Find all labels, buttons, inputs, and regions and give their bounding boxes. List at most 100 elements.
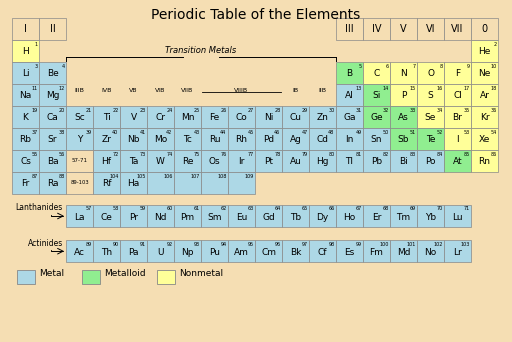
Text: Ce: Ce	[100, 212, 113, 222]
Bar	[444, 240, 471, 262]
Bar	[282, 150, 309, 172]
Text: IV: IV	[372, 24, 381, 34]
Text: 54: 54	[490, 130, 497, 134]
Bar	[39, 62, 66, 84]
Text: Pb: Pb	[371, 158, 382, 167]
Text: Bk: Bk	[290, 248, 301, 257]
Text: Cm: Cm	[261, 248, 276, 257]
Text: Os: Os	[209, 158, 220, 167]
Text: Na: Na	[19, 92, 32, 101]
Text: 28: 28	[274, 107, 281, 113]
Text: Ta: Ta	[129, 158, 138, 167]
Text: Ir: Ir	[238, 158, 245, 167]
Text: 89-103: 89-103	[70, 181, 89, 185]
Text: Si: Si	[372, 92, 381, 101]
Text: 52: 52	[436, 130, 442, 134]
Bar	[228, 150, 255, 172]
Text: 8: 8	[439, 64, 442, 68]
Text: 43: 43	[193, 130, 200, 134]
Text: 81: 81	[355, 152, 361, 157]
Text: K: K	[23, 114, 29, 122]
Bar	[120, 150, 147, 172]
Text: 39: 39	[86, 130, 92, 134]
Bar	[336, 84, 363, 106]
Text: 30: 30	[328, 107, 334, 113]
Text: He: He	[478, 48, 490, 56]
Bar	[363, 205, 390, 227]
Text: 26: 26	[220, 107, 226, 113]
Text: 31: 31	[355, 107, 361, 113]
Text: Sr: Sr	[48, 135, 57, 145]
Text: 103: 103	[460, 242, 470, 247]
Text: P: P	[401, 92, 406, 101]
Text: IIB: IIB	[318, 88, 327, 93]
Bar	[93, 128, 120, 150]
Bar	[93, 106, 120, 128]
Text: VIB: VIB	[155, 88, 166, 93]
Text: Cs: Cs	[20, 158, 31, 167]
Bar	[93, 172, 120, 194]
Text: Am: Am	[234, 248, 249, 257]
Text: 57: 57	[86, 207, 92, 211]
Bar	[336, 18, 363, 40]
Text: 1: 1	[34, 41, 37, 47]
Bar	[444, 205, 471, 227]
Text: 73: 73	[139, 152, 145, 157]
Bar	[444, 128, 471, 150]
Bar	[93, 150, 120, 172]
Bar	[255, 150, 282, 172]
Text: 10: 10	[490, 64, 497, 68]
Bar	[363, 62, 390, 84]
Text: 89: 89	[86, 242, 92, 247]
Text: S: S	[428, 92, 433, 101]
Text: IIIB: IIIB	[75, 88, 84, 93]
Text: 60: 60	[166, 207, 173, 211]
Text: 102: 102	[433, 242, 442, 247]
Text: 109: 109	[244, 173, 253, 179]
Text: Ni: Ni	[264, 114, 273, 122]
Text: 4: 4	[61, 64, 65, 68]
Text: 16: 16	[436, 86, 442, 91]
Text: 19: 19	[31, 107, 37, 113]
Bar	[417, 106, 444, 128]
Bar	[66, 106, 93, 128]
Text: 64: 64	[274, 207, 281, 211]
Text: 108: 108	[217, 173, 226, 179]
Bar	[147, 172, 174, 194]
Text: Y: Y	[77, 135, 82, 145]
Text: 27: 27	[247, 107, 253, 113]
Text: 32: 32	[382, 107, 389, 113]
Text: 15: 15	[409, 86, 416, 91]
Text: Fm: Fm	[370, 248, 383, 257]
Text: No: No	[424, 248, 437, 257]
Text: La: La	[74, 212, 85, 222]
Text: VI: VI	[426, 24, 435, 34]
Text: 94: 94	[220, 242, 226, 247]
Bar	[157, 270, 175, 284]
Text: Ar: Ar	[480, 92, 489, 101]
Bar	[309, 150, 336, 172]
Text: 56: 56	[58, 152, 65, 157]
Bar	[147, 106, 174, 128]
Bar	[201, 172, 228, 194]
Bar	[471, 62, 498, 84]
Text: 86: 86	[490, 152, 497, 157]
Text: Cl: Cl	[453, 92, 462, 101]
Bar	[444, 84, 471, 106]
Bar	[12, 40, 39, 62]
Bar	[39, 150, 66, 172]
Bar	[147, 240, 174, 262]
Text: VB: VB	[129, 88, 138, 93]
Text: 24: 24	[166, 107, 173, 113]
Text: 100: 100	[379, 242, 389, 247]
Bar	[174, 172, 201, 194]
Text: 34: 34	[436, 107, 442, 113]
Text: Ti: Ti	[102, 114, 111, 122]
Text: 78: 78	[274, 152, 281, 157]
Bar	[120, 205, 147, 227]
Bar	[147, 150, 174, 172]
Text: Nd: Nd	[154, 212, 167, 222]
Text: 33: 33	[409, 107, 416, 113]
Text: Zr: Zr	[101, 135, 112, 145]
Bar	[363, 84, 390, 106]
